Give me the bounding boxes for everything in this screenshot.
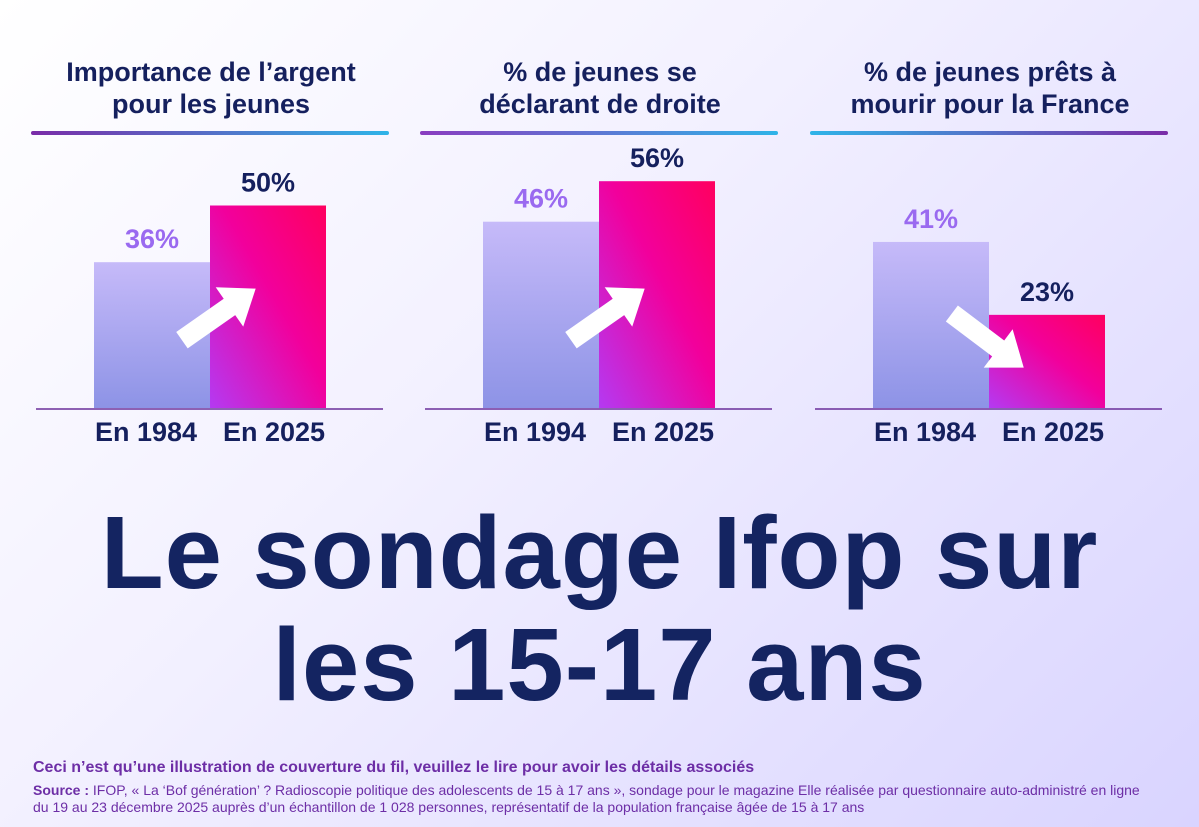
category-label: En 2025 (1002, 417, 1104, 447)
bar-chart: 36% En 1984 50% En 2025 (36, 168, 383, 447)
title-underline (420, 131, 778, 135)
source-line2: du 19 au 23 décembre 2025 auprès d’un éc… (33, 799, 865, 815)
panel-title-line1: Importance de l’argent (66, 57, 356, 87)
chart-panel-3: % de jeunes prêts à mourir pour la Franc… (810, 0, 1170, 460)
panel-title-line2: pour les jeunes (111, 89, 311, 119)
category-label: En 1984 (874, 417, 976, 447)
chart-panel-2: % de jeunes se déclarant de droite 46% En… (420, 0, 780, 460)
title-underline (810, 131, 1168, 135)
chart-panel-1: Importance de l’argent pour les jeunes 3… (31, 0, 391, 460)
data-label: 41% (904, 204, 958, 234)
data-label: 36% (125, 224, 179, 254)
bar-chart: 46% En 1994 56% En 2025 (425, 143, 772, 447)
panel-title: Importance de l’argent pour les jeunes (31, 56, 391, 120)
bar-chart: 41% En 1984 23% En 2025 (815, 204, 1162, 447)
data-label: 56% (630, 143, 684, 173)
category-label: En 2025 (223, 417, 325, 447)
source-label: Source : (33, 782, 90, 798)
bar-en-1994 (483, 221, 599, 408)
panel-title: % de jeunes se déclarant de droite (420, 56, 780, 120)
arrow-down-icon (945, 305, 1024, 368)
category-label: En 1994 (484, 417, 586, 447)
source-text-1: IFOP, « La ‘Bof génération’ ? Radioscopi… (89, 782, 1140, 798)
panel-title-line2: mourir pour la France (850, 89, 1130, 119)
panel-title-line1: % de jeunes prêts à (863, 57, 1117, 87)
data-label: 46% (514, 184, 568, 214)
source-line1: Source : IFOP, « La ‘Bof génération’ ? R… (33, 782, 1173, 799)
panel-title-line1: % de jeunes se (503, 57, 697, 87)
title-underline (31, 131, 389, 135)
panel-title-line2: déclarant de droite (479, 89, 721, 119)
headline-line1: Le sondage Ifop sur (100, 495, 1099, 610)
arrow-up-icon (565, 287, 645, 349)
data-label: 23% (1020, 277, 1074, 307)
headline-line2: les 15-17 ans (272, 607, 927, 722)
disclaimer-note: Ceci n’est qu’une illustration de couver… (33, 759, 755, 776)
arrow-up-icon (176, 287, 256, 349)
category-label: En 1984 (95, 417, 197, 447)
panel-title: % de jeunes prêts à mourir pour la Franc… (810, 56, 1170, 120)
category-label: En 2025 (612, 417, 714, 447)
data-label: 50% (241, 168, 295, 198)
